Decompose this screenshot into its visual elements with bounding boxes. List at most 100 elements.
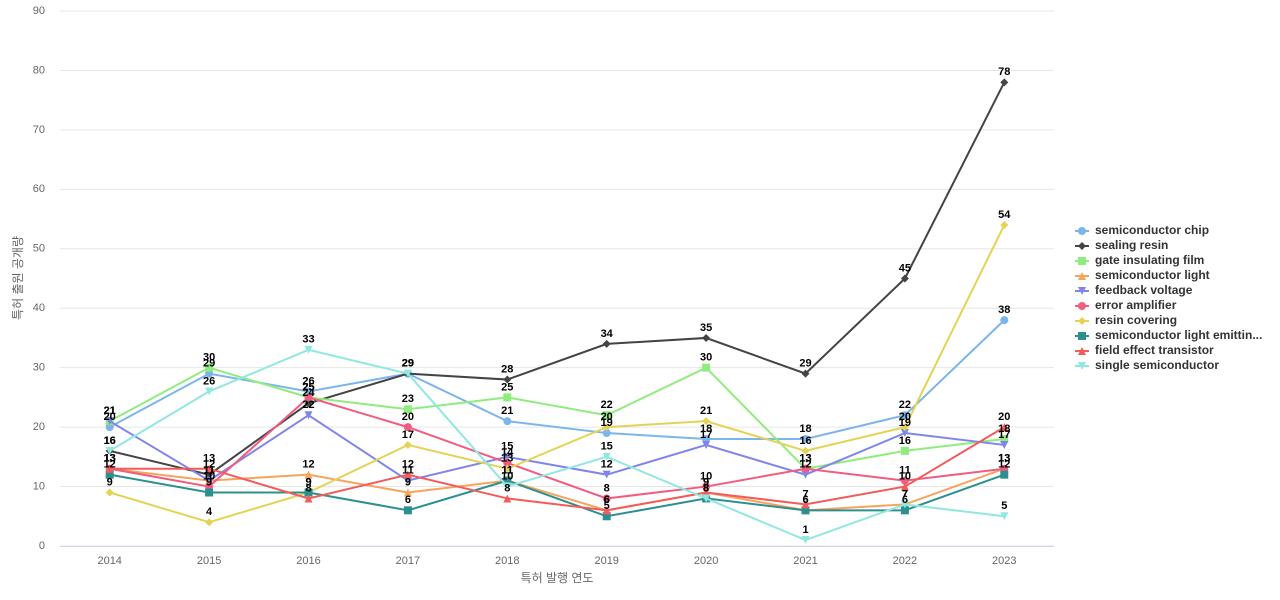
data-label: 18	[700, 423, 712, 435]
legend-item[interactable]: semiconductor light	[1075, 268, 1210, 282]
legend-item[interactable]: feedback voltage	[1075, 283, 1193, 297]
point	[602, 470, 611, 479]
legend-item[interactable]: gate insulating film	[1075, 253, 1204, 267]
data-label: 16	[104, 435, 116, 447]
data-label: 30	[203, 352, 215, 364]
line	[109, 319, 1005, 440]
point	[900, 482, 909, 491]
line	[109, 396, 1005, 500]
data-label: 13	[104, 453, 116, 465]
data-label: 12	[203, 459, 215, 471]
data-label: 21	[104, 405, 116, 417]
data-label: 22	[302, 399, 314, 411]
data-label: 19	[601, 417, 613, 429]
point	[602, 411, 611, 420]
legend-marker	[1078, 302, 1086, 310]
point	[105, 464, 114, 473]
data-label: 13	[104, 453, 116, 465]
point	[900, 423, 909, 432]
data-label: 20	[104, 411, 116, 423]
series	[105, 221, 1009, 527]
data-label: 5	[604, 500, 610, 512]
point	[403, 470, 412, 479]
legend-label: sealing resin	[1095, 238, 1168, 252]
data-label: 29	[402, 358, 414, 370]
point	[801, 446, 810, 455]
y-tick-label: 0	[39, 540, 45, 552]
point	[304, 393, 313, 402]
data-label: 45	[899, 262, 911, 274]
legend-marker	[1078, 347, 1086, 355]
data-label: 8	[703, 482, 709, 494]
data-label: 21	[501, 405, 513, 417]
legend-label: semiconductor chip	[1095, 223, 1209, 237]
point	[1000, 423, 1009, 432]
data-label: 6	[802, 494, 808, 506]
x-tick-label: 2014	[97, 555, 121, 567]
x-tick-label: 2021	[793, 555, 817, 567]
data-label: 33	[302, 334, 314, 346]
legend-marker	[1078, 287, 1086, 295]
data-label: 9	[206, 476, 212, 488]
x-tick-label: 2023	[992, 555, 1016, 567]
data-label: 25	[302, 381, 314, 393]
legend-marker	[1078, 227, 1086, 235]
legend-marker	[1078, 242, 1086, 250]
data-label: 6	[902, 494, 908, 506]
legend-item[interactable]: single semiconductor	[1075, 358, 1219, 372]
point	[304, 488, 313, 497]
point	[403, 440, 412, 449]
legend-marker	[1078, 362, 1086, 370]
data-label: 16	[104, 435, 116, 447]
point	[105, 470, 114, 479]
data-label: 17	[998, 429, 1010, 441]
point	[403, 369, 412, 378]
data-label: 12	[302, 459, 314, 471]
data-label: 28	[501, 363, 513, 375]
data-label: 17	[700, 429, 712, 441]
data-label: 11	[501, 465, 513, 477]
series	[105, 345, 1009, 545]
point	[900, 500, 909, 509]
point	[403, 488, 412, 497]
data-label: 13	[104, 453, 116, 465]
line	[109, 224, 1006, 524]
x-tick-label: 2020	[694, 555, 718, 567]
y-tick-label: 70	[33, 124, 45, 136]
point	[900, 429, 909, 438]
point	[702, 440, 711, 449]
legend-item[interactable]: sealing resin	[1075, 238, 1168, 252]
legend-item[interactable]: semiconductor light emittin...	[1075, 328, 1262, 342]
point	[205, 476, 214, 485]
point	[105, 446, 114, 455]
line	[109, 473, 1005, 518]
point	[403, 405, 412, 414]
point	[403, 506, 412, 515]
data-label: 1	[802, 524, 808, 536]
legend-marker	[1078, 257, 1086, 265]
legend-item[interactable]: resin covering	[1075, 313, 1177, 327]
data-label: 13	[203, 453, 215, 465]
y-tick-label: 10	[33, 480, 45, 492]
legend-item[interactable]: semiconductor chip	[1075, 223, 1209, 237]
line	[109, 467, 1005, 512]
legend-item[interactable]: error amplifier	[1075, 298, 1177, 312]
data-label: 22	[601, 399, 613, 411]
data-label: 21	[104, 405, 116, 417]
data-label: 5	[1001, 500, 1007, 512]
data-label: 7	[902, 488, 908, 500]
series	[105, 316, 1009, 443]
point	[900, 411, 909, 420]
y-tick-label: 60	[33, 183, 45, 195]
legend-label: feedback voltage	[1095, 283, 1193, 297]
data-label: 15	[601, 441, 613, 453]
legend-item[interactable]: field effect transistor	[1075, 343, 1214, 357]
point	[801, 369, 810, 378]
data-label: 9	[305, 476, 311, 488]
point	[304, 494, 313, 503]
data-label: 35	[700, 322, 712, 334]
data-label: 10	[501, 470, 513, 482]
data-label: 13	[501, 453, 513, 465]
line	[109, 366, 1005, 470]
x-tick-label: 2017	[396, 555, 420, 567]
